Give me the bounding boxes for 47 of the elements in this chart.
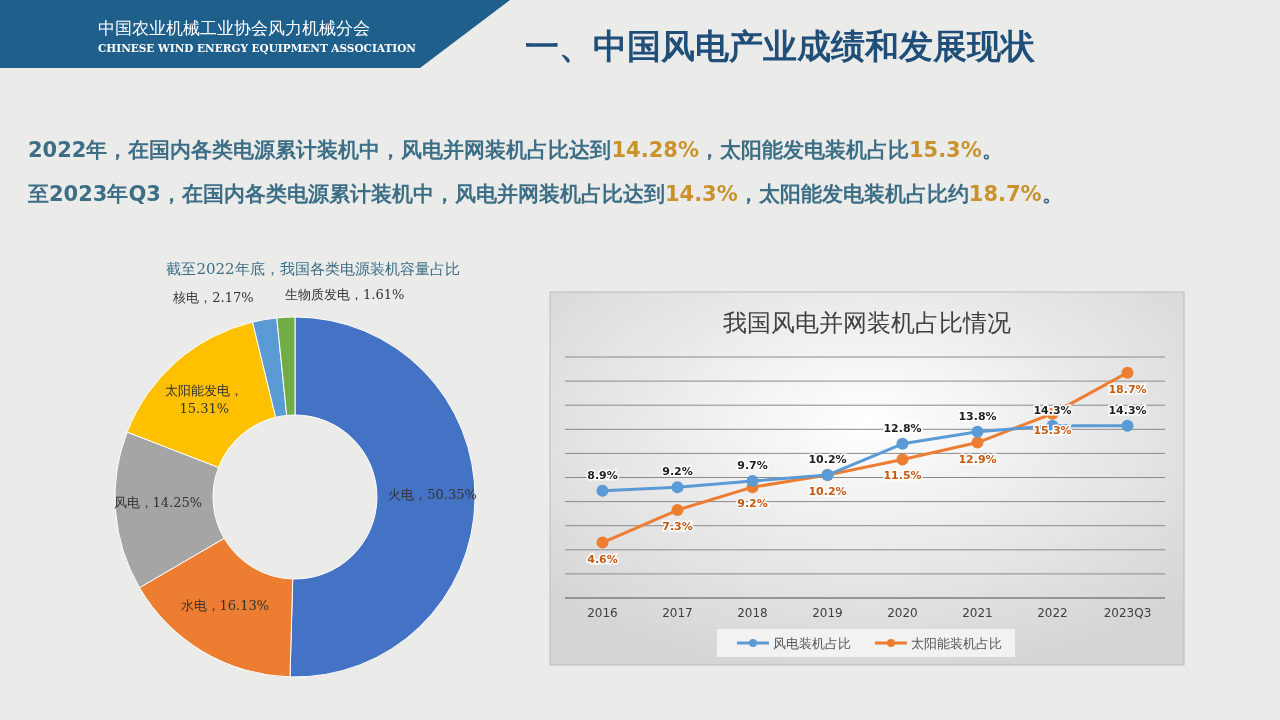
data-label: 12.8% [883,421,922,435]
data-label: 10.2% [808,485,847,499]
text: CHINESE WIND ENERGY EQUIPMENT ASSOCIATION [98,42,417,55]
x-tick-label: 2021 [962,606,993,620]
point [896,437,909,450]
x-tick-label: 2017 [662,606,693,620]
text: 至2023年Q3，在国内各类电源累计装机中，风电并网装机占比达到14.3%，太阳能发电装机占比约18.7%。 [27,182,1063,206]
point [971,425,984,438]
legend-label: 太阳能装机占比 [911,635,1002,651]
data-label: 8.9% [587,468,618,482]
x-tick-label: 2016 [587,606,618,620]
text: 一、中国风电产业成绩和发展现状 [525,26,1036,66]
point [971,436,984,449]
point [596,484,609,497]
point [671,504,684,517]
point [671,481,684,494]
data-label: 11.5% [883,469,922,483]
chart-title: 我国风电并网装机占比情况 [723,309,1011,337]
x-tick-label: 2023Q3 [1103,606,1152,620]
point [746,475,759,488]
data-label: 14.3% [1108,403,1147,417]
point [1121,419,1134,432]
point [1121,366,1134,379]
slice-label: 太阳能发电，15.31% [165,382,244,416]
data-label: 9.2% [662,465,693,479]
text: 中国农业机械工业协会风力机械分会 [98,18,370,38]
x-tick-label: 2019 [812,606,843,620]
x-tick-label: 2018 [737,606,768,620]
chart-title: 截至2022年底，我国各类电源装机容量占比 [166,260,460,278]
data-label: 10.2% [808,453,847,467]
x-tick-label: 2022 [1037,606,1068,620]
data-label: 18.7% [1108,382,1147,396]
slice-label: 核电，2.17% [172,289,254,305]
text: 2022年，在国内各类电源累计装机中，风电并网装机占比达到14.28%，太阳能发电装机占比15.3%。 [28,138,1003,162]
data-label: 15.3% [1033,423,1072,437]
legend-label: 风电装机占比 [773,635,851,651]
data-label: 13.8% [958,409,997,423]
data-label: 7.3% [662,520,693,534]
point [896,453,909,466]
data-label: 9.2% [737,497,768,511]
point [596,536,609,549]
data-label: 4.6% [587,552,618,566]
slice-label: 生物质发电，1.61% [284,287,405,303]
slice-label: 水电，16.13% [180,597,270,613]
data-label: 9.7% [737,459,768,473]
data-label: 12.9% [958,452,997,466]
x-tick-label: 2020 [887,606,918,620]
